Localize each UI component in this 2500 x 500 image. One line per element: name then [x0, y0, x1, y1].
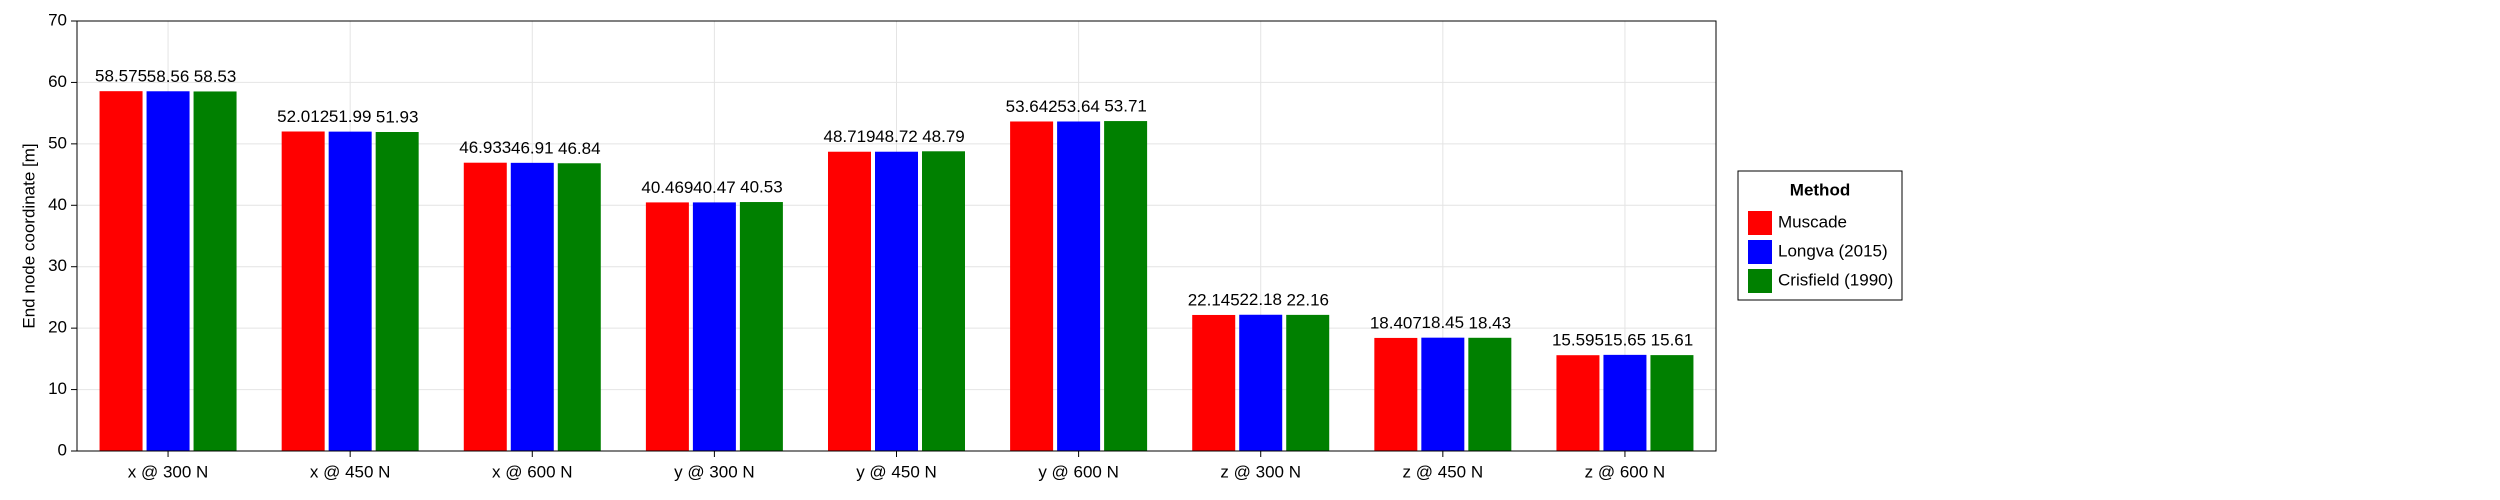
- y-tick-label: 60: [48, 72, 67, 91]
- y-tick-label: 30: [48, 256, 67, 275]
- x-tick-label: z @ 600 N: [1585, 462, 1666, 481]
- bar: [146, 91, 190, 451]
- bar: [1650, 355, 1694, 451]
- x-tick-label: x @ 600 N: [492, 462, 573, 481]
- legend-label: Longva (2015): [1778, 241, 1888, 260]
- y-tick-label: 70: [48, 10, 67, 29]
- bar: [1556, 355, 1600, 451]
- bar: [281, 131, 325, 451]
- y-tick-label: 0: [58, 440, 67, 459]
- bar: [828, 151, 871, 451]
- plot-frame: [76, 20, 1717, 452]
- value-label: 22.18: [1239, 290, 1282, 309]
- value-label: 40.53: [740, 178, 783, 197]
- value-label: 52.012: [277, 107, 329, 126]
- value-label: 40.469: [641, 178, 693, 197]
- legend-swatch: [1748, 240, 1772, 264]
- bar: [922, 151, 965, 452]
- value-label: 53.71: [1104, 97, 1147, 116]
- bar: [557, 163, 601, 452]
- bar: [1239, 314, 1283, 451]
- value-label: 58.53: [194, 67, 237, 86]
- value-label: 18.43: [1469, 313, 1512, 332]
- value-label: 58.575: [95, 67, 147, 86]
- bar: [1104, 121, 1148, 452]
- y-tick-label: 10: [48, 379, 67, 398]
- legend-swatch: [1748, 269, 1772, 293]
- bar: [1286, 314, 1330, 451]
- bar: [739, 202, 783, 451]
- value-label: 40.47: [693, 178, 736, 197]
- x-tick-label: y @ 300 N: [674, 462, 755, 481]
- value-label: 48.79: [922, 127, 965, 146]
- bar: [193, 91, 237, 452]
- value-label: 22.145: [1188, 290, 1240, 309]
- value-label: 48.72: [875, 127, 918, 146]
- value-label: 46.84: [558, 139, 601, 158]
- y-tick-label: 40: [48, 195, 67, 214]
- value-label: 46.933: [459, 138, 511, 157]
- x-tick-label: y @ 450 N: [856, 462, 937, 481]
- y-tick-label: 20: [48, 318, 67, 337]
- x-tick-label: y @ 600 N: [1038, 462, 1119, 481]
- value-label: 22.16: [1286, 290, 1329, 309]
- bar: [875, 151, 918, 451]
- value-label: 51.93: [376, 107, 419, 126]
- value-label: 15.65: [1604, 330, 1647, 349]
- x-tick-label: x @ 300 N: [128, 462, 209, 481]
- bar: [1057, 121, 1101, 452]
- value-label: 15.61: [1651, 331, 1694, 350]
- bar: [328, 131, 372, 451]
- y-axis-label: End node coordinate [m]: [19, 143, 38, 328]
- bar: [1374, 337, 1418, 451]
- value-label: 18.407: [1370, 313, 1422, 332]
- bar: [1192, 314, 1236, 451]
- value-label: 51.99: [329, 107, 372, 126]
- value-label: 53.64: [1057, 97, 1100, 116]
- bar: [1010, 121, 1054, 451]
- legend-label: Muscade: [1778, 212, 1847, 231]
- bar: [510, 162, 554, 452]
- legend-label: Crisfield (1990): [1778, 270, 1893, 289]
- bar: [692, 202, 736, 451]
- x-tick-label: x @ 450 N: [310, 462, 391, 481]
- y-tick-label: 50: [48, 133, 67, 152]
- bar: [1468, 337, 1512, 451]
- x-tick-label: z @ 300 N: [1220, 462, 1301, 481]
- value-label: 18.45: [1422, 313, 1465, 332]
- bar: [375, 132, 419, 451]
- legend-swatch: [1748, 211, 1772, 235]
- value-label: 53.642: [1006, 97, 1058, 116]
- value-label: 46.91: [511, 138, 554, 157]
- legend-title: Method: [1790, 180, 1850, 199]
- bar: [463, 162, 507, 452]
- value-label: 58.56: [147, 67, 190, 86]
- value-label: 15.595: [1552, 331, 1604, 350]
- value-label: 48.719: [824, 127, 876, 146]
- bar: [1421, 337, 1465, 451]
- bar: [99, 91, 143, 452]
- bar: [1603, 354, 1647, 451]
- bar: [645, 202, 689, 451]
- x-tick-label: z @ 450 N: [1403, 462, 1484, 481]
